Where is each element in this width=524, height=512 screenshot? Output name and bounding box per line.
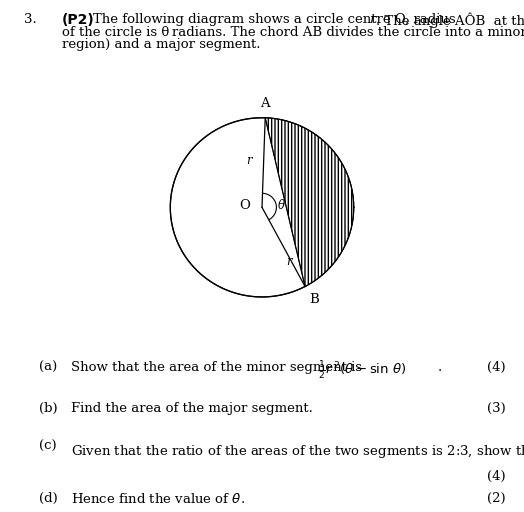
Text: (4): (4) bbox=[487, 361, 506, 374]
Text: r: r bbox=[246, 154, 252, 166]
Text: (2): (2) bbox=[487, 492, 506, 504]
Text: .: . bbox=[438, 361, 442, 374]
Text: Hence find the value of $\theta$.: Hence find the value of $\theta$. bbox=[71, 492, 245, 505]
Text: The following diagram shows a circle centre O, radius: The following diagram shows a circle cen… bbox=[93, 13, 460, 26]
Text: Given that the ratio of the areas of the two segments is 2:3, show that $\sin\th: Given that the ratio of the areas of the… bbox=[71, 440, 524, 466]
Text: $\frac{1}{2}r^{\,2}(\theta - \sin\,\theta)$: $\frac{1}{2}r^{\,2}(\theta - \sin\,\thet… bbox=[318, 359, 407, 381]
Text: . The angle AÔB  at the centre: . The angle AÔB at the centre bbox=[376, 13, 524, 28]
Text: 3.: 3. bbox=[24, 13, 36, 26]
Text: Find the area of the major segment.: Find the area of the major segment. bbox=[71, 402, 313, 415]
Text: (P2): (P2) bbox=[62, 13, 94, 27]
Text: (c): (c) bbox=[39, 440, 57, 453]
Text: (3): (3) bbox=[487, 402, 506, 415]
Text: of the circle is θ radians. The chord AB divides the circle into a minor segment: of the circle is θ radians. The chord AB… bbox=[62, 26, 524, 38]
Text: A: A bbox=[260, 97, 270, 110]
Text: Show that the area of the minor segment is: Show that the area of the minor segment … bbox=[71, 361, 366, 374]
Text: r: r bbox=[369, 13, 376, 26]
Text: (d): (d) bbox=[39, 492, 58, 504]
Text: B: B bbox=[309, 293, 319, 306]
Text: r: r bbox=[286, 254, 292, 268]
Text: region) and a major segment.: region) and a major segment. bbox=[62, 38, 260, 51]
Text: O: O bbox=[239, 199, 250, 212]
Text: θ: θ bbox=[278, 199, 285, 212]
Text: (b): (b) bbox=[39, 402, 58, 415]
Text: (a): (a) bbox=[39, 361, 58, 374]
Polygon shape bbox=[265, 118, 354, 287]
Text: (4): (4) bbox=[487, 470, 506, 483]
